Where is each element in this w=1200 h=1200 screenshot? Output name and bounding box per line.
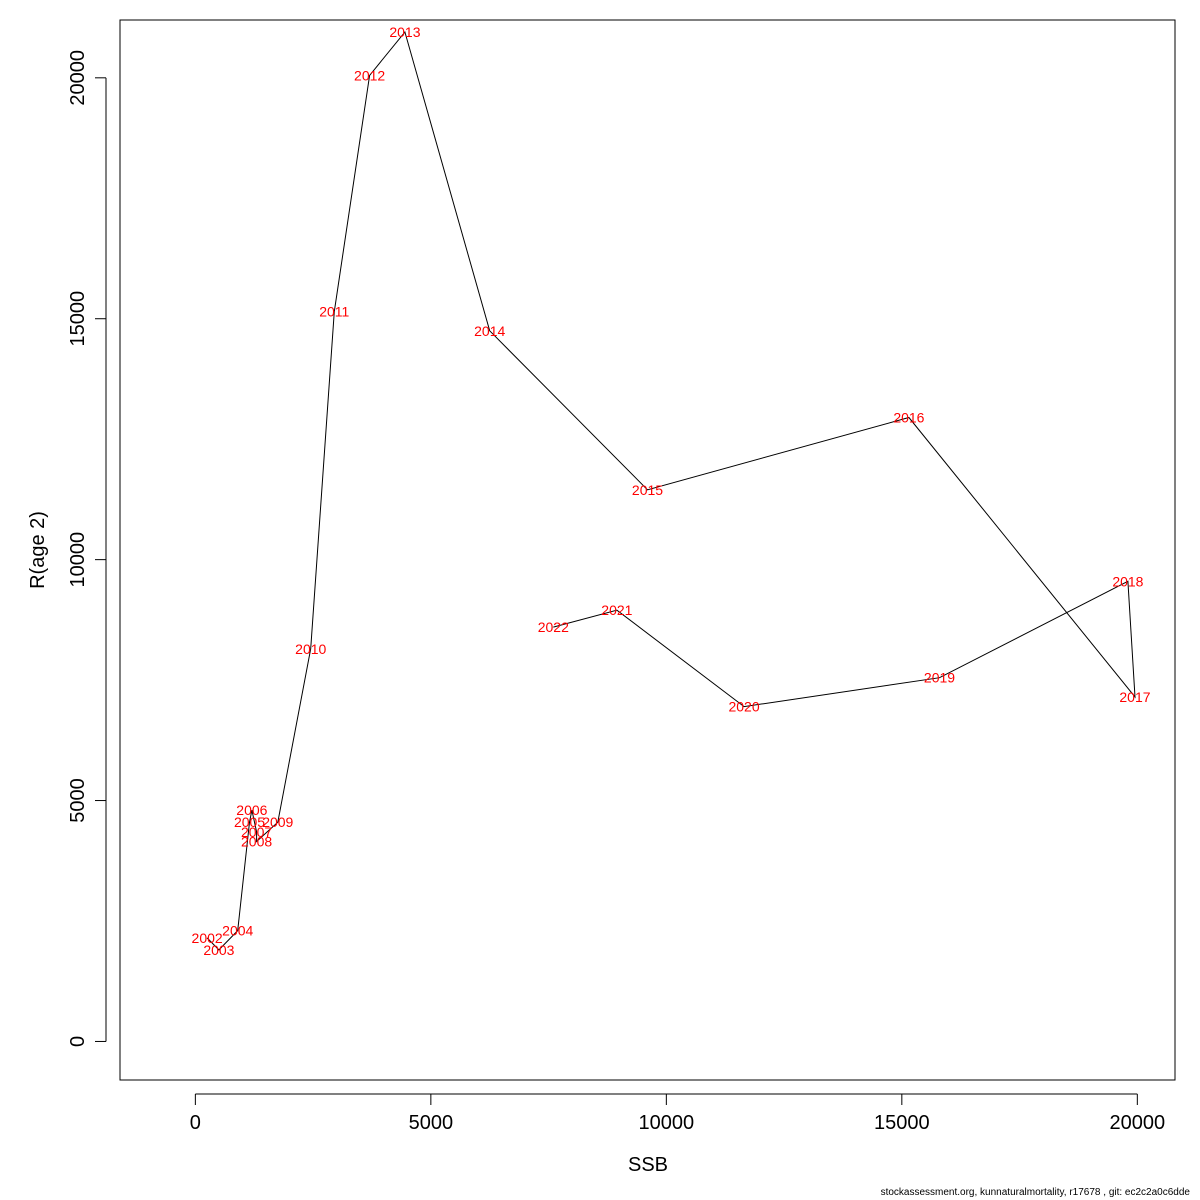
x-tick-label: 15000 bbox=[874, 1112, 930, 1134]
y-tick-label: 10000 bbox=[67, 532, 89, 588]
point-label-2003: 2003 bbox=[203, 942, 234, 958]
series-line bbox=[206, 30, 1136, 951]
x-tick-label: 10000 bbox=[639, 1112, 695, 1134]
point-labels: 2002200320042005200620072008200920102011… bbox=[192, 24, 1151, 958]
x-tick-label: 20000 bbox=[1110, 1112, 1166, 1134]
x-tick-label: 0 bbox=[190, 1112, 201, 1134]
plot-frame bbox=[119, 19, 1176, 1081]
point-label-2009: 2009 bbox=[262, 814, 293, 830]
point-label-2019: 2019 bbox=[924, 670, 955, 686]
point-label-2018: 2018 bbox=[1112, 573, 1143, 589]
y-tick-label: 20000 bbox=[67, 50, 89, 106]
point-label-2007: 2007 bbox=[241, 824, 272, 840]
y-tick-label: 15000 bbox=[67, 291, 89, 347]
point-label-2005: 2005 bbox=[234, 814, 265, 830]
x-tick-label: 5000 bbox=[409, 1112, 454, 1134]
point-label-2012: 2012 bbox=[354, 67, 385, 83]
y-tick-label: 5000 bbox=[67, 778, 89, 823]
point-label-2015: 2015 bbox=[632, 482, 663, 498]
point-label-2021: 2021 bbox=[601, 602, 632, 618]
point-label-2013: 2013 bbox=[389, 24, 420, 40]
point-label-2014: 2014 bbox=[474, 323, 505, 339]
point-label-2011: 2011 bbox=[319, 304, 349, 320]
point-label-2016: 2016 bbox=[893, 410, 924, 426]
point-label-2006: 2006 bbox=[236, 802, 267, 818]
sr-trajectory-line bbox=[206, 30, 1136, 951]
point-label-2017: 2017 bbox=[1119, 689, 1150, 705]
point-label-2008: 2008 bbox=[241, 834, 272, 850]
x-axis: 0 5000 10000 15000 20000 bbox=[190, 1093, 1166, 1134]
point-label-2022: 2022 bbox=[538, 619, 569, 635]
y-tick-label: 0 bbox=[67, 1036, 89, 1047]
footer-credit: stockassessment.org, kunnaturalmortality… bbox=[880, 1187, 1190, 1198]
point-label-2020: 2020 bbox=[728, 699, 759, 715]
point-label-2004: 2004 bbox=[222, 923, 253, 939]
point-label-2002: 2002 bbox=[192, 930, 223, 946]
x-axis-label: SSB bbox=[628, 1154, 668, 1176]
point-label-2010: 2010 bbox=[295, 641, 326, 657]
y-axis: 0 5000 10000 15000 20000 bbox=[67, 50, 107, 1047]
y-axis-label: R(age 2) bbox=[27, 511, 49, 589]
